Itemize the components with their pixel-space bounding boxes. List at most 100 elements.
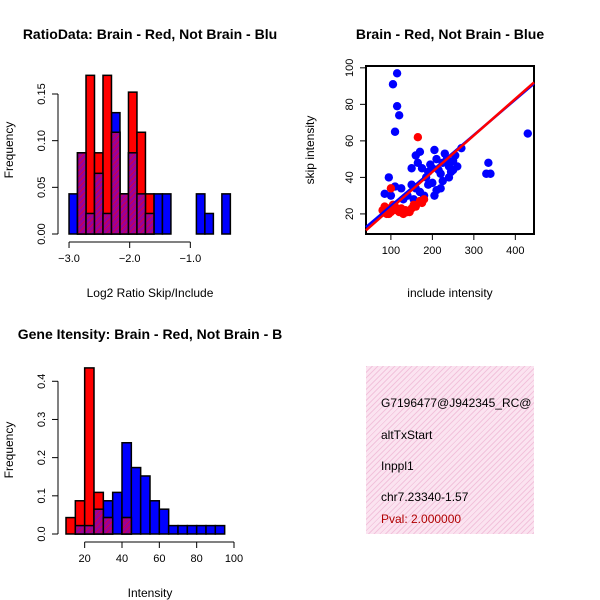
scatter-point-not-brain [392,101,402,111]
fit-line-brain [365,81,535,232]
y-tick-label: 60 [344,135,356,147]
bar-not-brain [153,193,164,235]
ratio-histogram-y-label: Frequency [2,122,16,179]
scatter-point-not-brain [448,165,458,175]
scatter-point-not-brain [444,173,454,182]
bar-not-brain [186,524,198,535]
scatter-point-not-brain [388,80,398,89]
scatter-point-not-brain [415,147,425,157]
bar-overlap [102,212,113,235]
x-tick-label: 40 [116,553,128,565]
y-tick-label: 0.1 [36,488,48,503]
scatter-point-not-brain [392,69,402,78]
x-tick-label: 300 [465,245,483,257]
scatter-x-label: include intensity [407,286,492,300]
y-tick-label: 0.0 [36,526,48,541]
bar-overlap [93,172,104,235]
scatter-point-not-brain [384,173,394,182]
x-tick-label: 100 [225,553,243,565]
scatter-point-not-brain [424,180,433,189]
bar-not-brain [149,500,161,535]
scatter-y-label: skip intensity [303,116,317,185]
intensity-histogram-x-axis: 20 40 60 80 100 [79,541,243,565]
y-tick-label: 20 [344,208,356,220]
bar-overlap [110,131,121,235]
intensity-histogram-x-label: Intensity [128,586,173,600]
y-tick-label: 0.10 [36,130,48,151]
bar-not-brain [205,524,217,535]
bar-not-brain [130,466,142,535]
bar-not-brain [139,475,151,535]
bar-overlap [119,193,130,235]
x-tick-label: −2.0 [119,253,141,265]
bar-brain [102,74,113,235]
intensity-scatter-title: Brain - Red, Not Brain - Blue [356,26,544,42]
bar-not-brain [195,193,206,235]
ratio-histogram-title: RatioData: Brain - Red, Not Brain - Blu [23,26,277,42]
scatter-point-brain [409,200,418,209]
scatter-point-not-brain [430,191,439,200]
scatter-y-axis: 20 40 60 80 100 [344,59,367,220]
scatter-point-not-brain [397,184,406,193]
event-info-panel: G7196477@J942345_RC@ altTxStart Inppl1 c… [366,366,534,534]
scatter-point-not-brain [386,191,396,200]
scatter-point-not-brain [430,145,439,155]
genomic-location: chr7.23340-1.57 [381,490,469,504]
bar-overlap [102,516,114,535]
x-tick-label: −3.0 [58,253,80,265]
bar-not-brain [204,212,215,235]
y-tick-label: 0.3 [36,412,48,427]
bar-not-brain [221,193,232,235]
scatter-point-not-brain [486,169,495,178]
bar-overlap [74,524,86,535]
p-value: Pval: 2.000000 [381,512,462,526]
bar-not-brain [161,193,172,235]
x-tick-label: 200 [423,245,441,257]
y-tick-label: 0.05 [36,177,48,198]
ratio-histogram-x-axis: −3.0 −2.0 −1.0 [58,241,201,265]
y-tick-label: 80 [344,98,356,110]
bar-overlap [136,193,147,235]
scatter-point-not-brain [390,127,400,136]
bar-not-brain [195,524,207,535]
ratio-histogram-panel: RatioData: Brain - Red, Not Brain - Blu … [2,26,277,300]
intensity-histogram-y-label: Frequency [2,422,16,479]
bar-overlap [76,152,87,235]
bar-not-brain [177,524,189,535]
bar-brain [85,74,96,235]
bar-overlap [121,516,133,535]
y-tick-label: 0.4 [36,374,48,389]
bar-not-brain [167,524,179,535]
scatter-point-not-brain [436,169,445,178]
x-tick-label: 80 [191,553,203,565]
bar-overlap [83,524,95,535]
scatter-point-brain [386,184,396,193]
y-tick-label: 40 [344,171,356,183]
ratio-histogram-x-label: Log2 Ratio Skip/Include [87,286,214,300]
event-type: altTxStart [381,428,433,442]
y-tick-label: 0.2 [36,450,48,465]
intensity-histogram-panel: Gene Itensity: Brain - Red, Not Brain - … [2,326,282,600]
scatter-x-axis: 100 200 300 400 [382,233,525,257]
event-id: G7196477@J942345_RC@ [381,396,532,410]
intensity-scatter-panel: Brain - Red, Not Brain - Blue 100 200 300 4… [303,26,544,300]
intensity-histogram-title: Gene Itensity: Brain - Red, Not Brain - … [18,326,282,342]
bar-brain [65,516,77,535]
ratio-histogram-bars [68,74,232,235]
bar-not-brain [111,491,123,535]
scatter-point-not-brain [484,158,493,167]
scatter-point-not-brain [523,129,532,138]
y-tick-label: 0.00 [36,223,48,244]
scatter-point-not-brain [438,176,447,186]
bar-not-brain [214,524,226,535]
x-tick-label: 400 [506,245,524,257]
scatter-fit-lines [365,81,535,232]
ratio-histogram-y-axis: 0.00 0.05 0.10 0.15 [36,83,59,245]
gene-name: Inppl1 [381,459,414,473]
scatter-point-not-brain [407,164,416,173]
scatter-point-not-brain [417,164,427,173]
intensity-histogram-y-axis: 0.0 0.1 0.2 0.3 0.4 [36,374,59,542]
scatter-point-brain [405,207,414,217]
x-tick-label: 20 [79,553,91,565]
scatter-point-not-brain [432,154,441,164]
